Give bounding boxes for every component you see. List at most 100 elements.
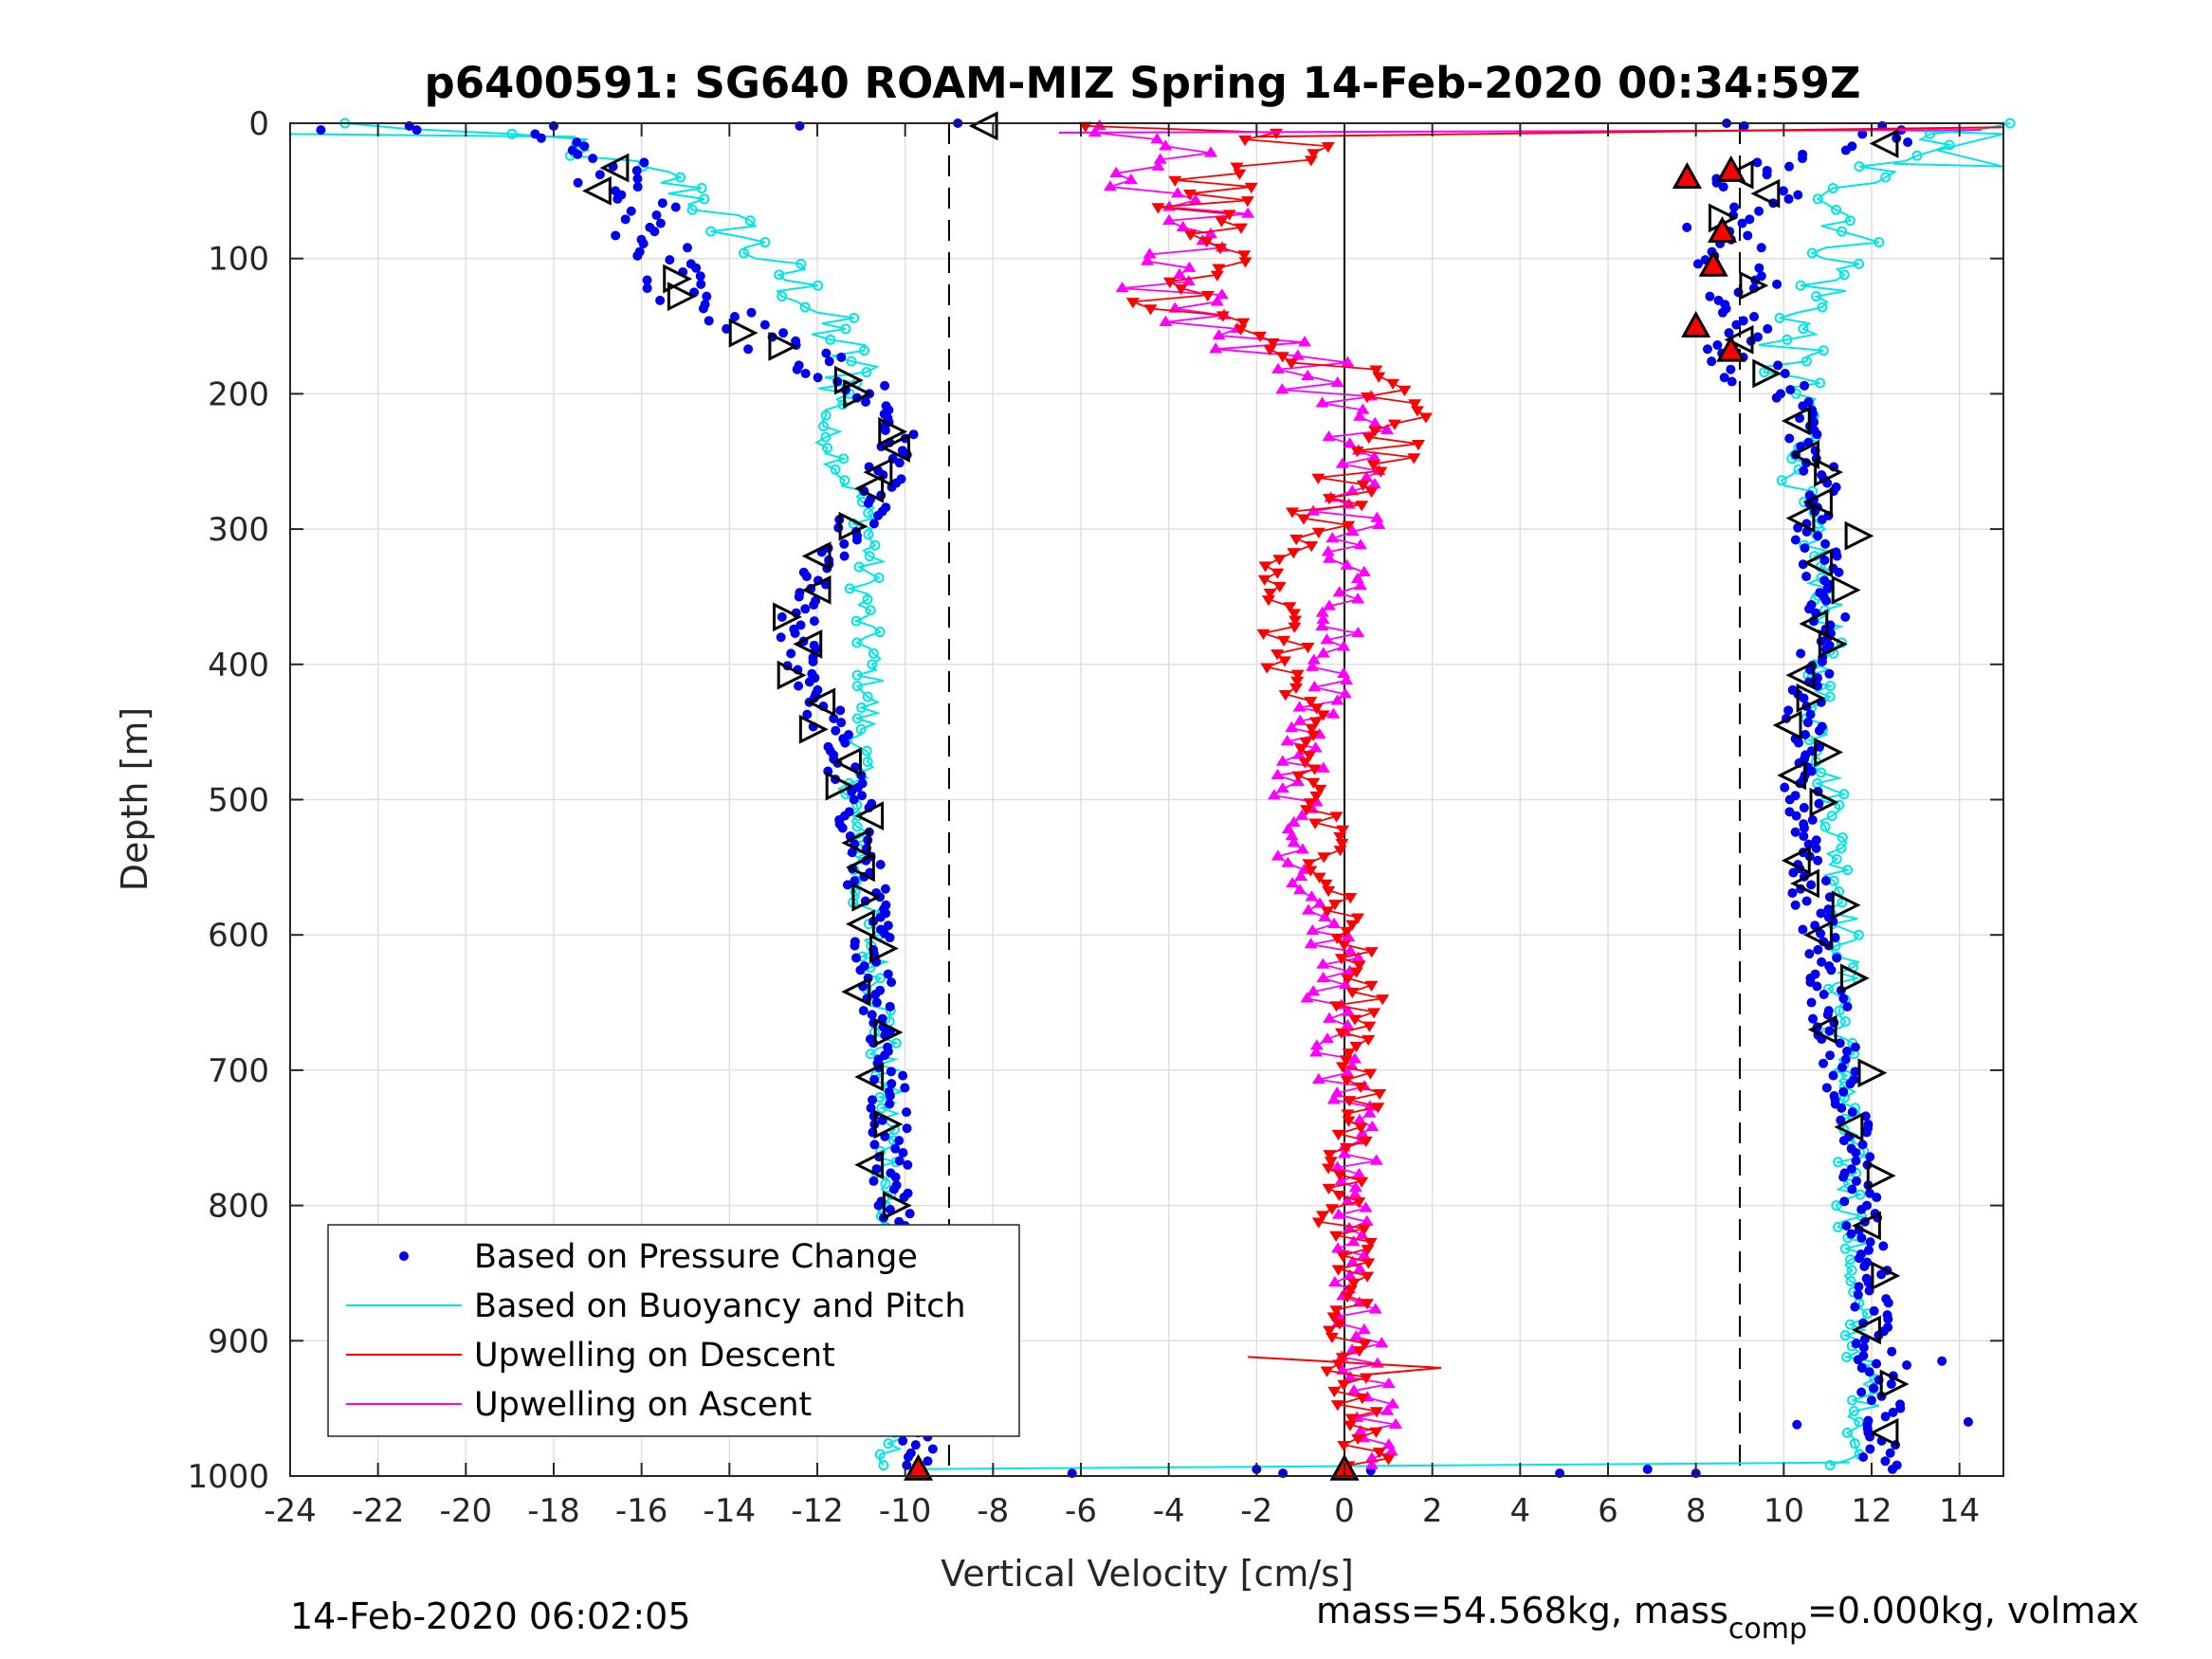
- pressure-point: [808, 656, 818, 666]
- pressure-point: [1865, 1431, 1875, 1442]
- buoyancy-point: [759, 237, 771, 248]
- upwelling-descent-point: [1244, 182, 1258, 194]
- pressure-point: [899, 1193, 909, 1203]
- upwelling-ascent-point: [1364, 1458, 1379, 1469]
- pressure-point: [1822, 1010, 1833, 1020]
- pressure-point: [620, 214, 631, 225]
- pressure-point: [809, 616, 819, 627]
- pressure-point: [1763, 323, 1773, 334]
- upwelling-descent-point: [1309, 703, 1324, 715]
- upwelling-descent-point: [1260, 663, 1274, 674]
- upwelling-descent-point: [1253, 331, 1268, 343]
- pressure-point: [795, 620, 806, 630]
- pressure-point: [831, 725, 841, 736]
- pressure-point: [886, 1066, 896, 1077]
- upwelling-ascent-point: [1331, 1242, 1345, 1253]
- upwelling-ascent-point: [1349, 1330, 1363, 1341]
- upwelling-ascent-point: [1298, 336, 1312, 347]
- upwelling-ascent-point: [1327, 917, 1342, 928]
- upwelling-descent-point: [1200, 291, 1215, 302]
- buoyancy-point: [844, 583, 855, 594]
- buoyancy-point: [875, 973, 887, 984]
- pressure-point: [1851, 1156, 1861, 1166]
- pressure-point: [1824, 668, 1835, 679]
- upwelling-descent-point: [1398, 385, 1412, 397]
- upwelling-ascent-point: [1357, 565, 1371, 576]
- pressure-point: [1813, 944, 1823, 955]
- marker-triangle-right: [873, 1017, 904, 1048]
- pressure-point: [1872, 1358, 1882, 1369]
- marker-triangle-right: [1752, 358, 1782, 389]
- marker-triangle-left: [841, 828, 871, 858]
- pressure-point: [832, 376, 843, 387]
- upwelling-descent-point: [1372, 1448, 1386, 1459]
- buoyancy-point: [1880, 172, 1892, 183]
- upwelling-ascent-point: [1267, 789, 1281, 800]
- pressure-point: [1851, 1147, 1861, 1158]
- pressure-point: [837, 823, 848, 833]
- upwelling-descent-point: [1346, 1278, 1361, 1289]
- upwelling-ascent-point: [1341, 1066, 1355, 1077]
- marker-triangle-right: [873, 1109, 904, 1139]
- buoyancy-bottom-line: [905, 1461, 1850, 1470]
- upwelling-ascent-point: [1320, 633, 1334, 645]
- pressure-point: [1796, 648, 1806, 659]
- pressure-point: [649, 227, 660, 237]
- upwelling-descent-point: [1369, 1407, 1383, 1418]
- pressure-point: [1810, 921, 1820, 931]
- pressure-point: [1754, 263, 1764, 273]
- upwelling-descent-point: [1289, 615, 1303, 627]
- upwelling-descent-point: [1355, 1176, 1369, 1188]
- buoyancy-point: [867, 659, 878, 670]
- footer-mass-info: mass=54.568kg, masscomp=0.000kg, volmax: [1316, 1590, 2139, 1646]
- pressure-point: [1762, 170, 1772, 180]
- upwelling-descent-point: [1230, 162, 1244, 173]
- marker-triangle-right: [773, 602, 802, 632]
- pressure-point: [655, 218, 666, 228]
- upwelling-descent-point: [1371, 1103, 1385, 1114]
- y-axis-ticks: 0 100 200 300 400 500 600 700 800 900 1000: [187, 105, 2003, 1496]
- buoyancy-point: [1834, 1005, 1845, 1016]
- upwelling-descent-point: [1263, 345, 1277, 356]
- x-tick-label: 12: [1851, 1492, 1892, 1530]
- upwelling-descent-point: [1350, 447, 1364, 458]
- upwelling-ascent-point: [1341, 356, 1355, 367]
- upwelling-ascent-point: [1212, 329, 1226, 340]
- marker-triangle-left: [1781, 406, 1811, 436]
- buoyancy-point: [818, 421, 830, 432]
- pressure-point: [1805, 709, 1816, 720]
- pressure-point: [1883, 1314, 1893, 1324]
- upwelling-ascent-point: [1355, 1228, 1369, 1240]
- pressure-point: [1838, 994, 1849, 1004]
- pressure-point: [867, 1010, 877, 1020]
- buoyancy-point: [1798, 323, 1809, 335]
- pressure-point: [1876, 1269, 1887, 1280]
- upwelling-descent-series: [1078, 121, 1433, 1472]
- upwelling-ascent-point: [1280, 735, 1294, 746]
- upwelling-descent-point: [1329, 1231, 1344, 1242]
- marker-triangle-left: [1777, 760, 1807, 791]
- buoyancy-point: [1812, 193, 1823, 205]
- pressure-point: [927, 1444, 938, 1454]
- upwelling-ascent-point: [1301, 369, 1315, 381]
- mass-suffix: =0.000kg, volmax: [1807, 1590, 2139, 1632]
- pressure-point: [868, 519, 879, 529]
- legend-label: Based on Pressure Change: [474, 1238, 918, 1276]
- upwelling-ascent-point: [1182, 261, 1197, 272]
- pressure-point: [813, 373, 823, 383]
- pressure-point: [1851, 1176, 1861, 1186]
- upwelling-descent-point: [1329, 811, 1344, 823]
- marker-triangle-left: [854, 1062, 885, 1092]
- marker-triangle-left: [806, 687, 836, 718]
- upwelling-descent-point: [1332, 1319, 1346, 1330]
- buoyancy-point: [1819, 821, 1831, 832]
- pressure-point: [1804, 949, 1815, 959]
- upwelling-ascent-point: [1316, 612, 1330, 624]
- pressure-point: [1812, 429, 1822, 440]
- upwelling-ascent-point: [1162, 213, 1177, 225]
- marker-triangle-left: [1724, 324, 1754, 355]
- marker-triangle-left: [968, 111, 998, 141]
- pressure-point: [1823, 904, 1834, 915]
- marker-triangle-up: [1707, 216, 1738, 244]
- upwelling-descent-point: [1183, 229, 1197, 242]
